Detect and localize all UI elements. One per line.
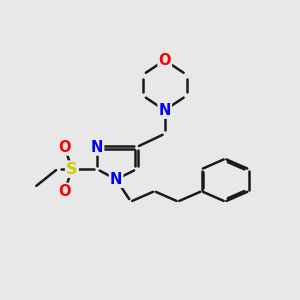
- Text: N: N: [158, 103, 171, 118]
- Text: N: N: [110, 172, 122, 187]
- Text: N: N: [91, 140, 103, 154]
- Text: O: O: [58, 140, 71, 154]
- Text: O: O: [58, 184, 71, 199]
- Text: O: O: [158, 53, 171, 68]
- Text: S: S: [66, 162, 78, 177]
